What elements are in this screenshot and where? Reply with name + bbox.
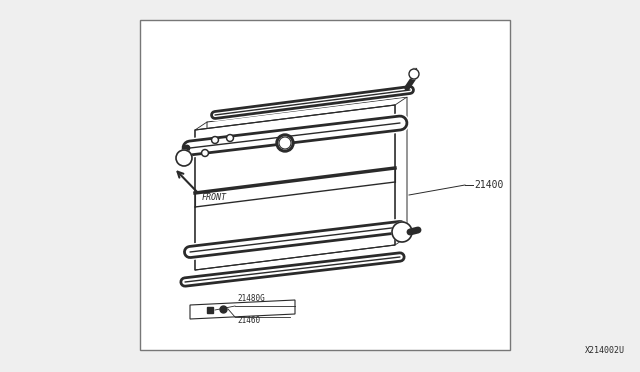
Circle shape xyxy=(279,137,291,149)
Circle shape xyxy=(409,69,419,79)
Polygon shape xyxy=(305,105,395,175)
Polygon shape xyxy=(190,300,295,319)
Text: 21480G: 21480G xyxy=(237,294,265,303)
Text: 21400: 21400 xyxy=(474,180,504,190)
Bar xyxy=(140,20,510,350)
Polygon shape xyxy=(195,105,395,270)
Text: X214002U: X214002U xyxy=(585,346,625,355)
Circle shape xyxy=(202,150,209,157)
Circle shape xyxy=(392,222,412,242)
Polygon shape xyxy=(195,175,395,270)
Circle shape xyxy=(227,135,234,141)
Circle shape xyxy=(176,150,192,166)
Circle shape xyxy=(228,136,232,140)
Text: 21460: 21460 xyxy=(237,316,260,325)
Polygon shape xyxy=(195,105,395,200)
Polygon shape xyxy=(207,97,407,262)
Circle shape xyxy=(211,137,218,144)
Circle shape xyxy=(276,134,294,152)
Circle shape xyxy=(203,151,207,155)
Text: FRONT: FRONT xyxy=(202,193,227,202)
Circle shape xyxy=(213,138,217,142)
